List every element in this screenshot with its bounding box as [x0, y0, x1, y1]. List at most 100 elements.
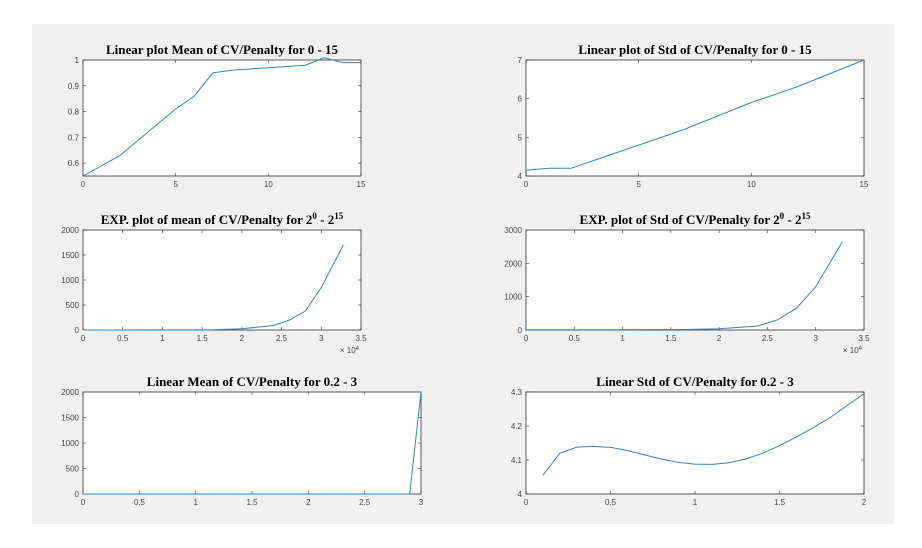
y-tick-label: 0.8 — [68, 108, 80, 117]
axes-box — [525, 229, 865, 331]
subplot-1: Linear plot Mean of CV/Penalty for 0 - 1… — [68, 42, 366, 189]
x-tick-label: 0 — [524, 180, 529, 189]
x-axis-multiplier: × 104 — [340, 346, 360, 355]
y-tick-label: 5 — [518, 133, 523, 142]
x-tick-label: 10 — [747, 180, 756, 189]
subplot-2: Linear plot of Std of CV/Penalty for 0 -… — [518, 42, 869, 189]
axes-box — [525, 59, 865, 177]
title-exponent: 15 — [334, 211, 344, 221]
x-tick-label: 0.5 — [569, 334, 581, 343]
multiplier-exponent: 4 — [859, 346, 863, 352]
x-tick-label: 5 — [636, 180, 641, 189]
x-tick-label: 5 — [173, 180, 178, 189]
series-line — [542, 393, 865, 476]
y-tick-label: 0.7 — [68, 133, 80, 142]
x-tick-label: 2 — [240, 334, 245, 343]
series-line — [525, 59, 865, 171]
x-tick-label: 3 — [419, 498, 424, 507]
title-text: EXP. plot of Std of CV/Penalty for 2 — [580, 212, 780, 227]
x-tick-label: 1 — [160, 334, 165, 343]
y-tick-label: 500 — [66, 301, 80, 310]
plot-title: EXP. plot of mean of CV/Penalty for 20 -… — [101, 211, 344, 227]
x-tick-label: 0.5 — [134, 498, 146, 507]
x-tick-label: 0 — [524, 498, 529, 507]
x-tick-label: 2 — [717, 334, 722, 343]
axes-box — [82, 391, 422, 495]
x-tick-label: 2.5 — [276, 334, 288, 343]
x-tick-label: 1 — [193, 498, 198, 507]
title-exponent: 0 — [312, 211, 317, 221]
x-tick-label: 1 — [620, 334, 625, 343]
subplot-grid: Linear plot Mean of CV/Penalty for 0 - 1… — [61, 42, 870, 507]
x-tick-label: 0 — [81, 334, 86, 343]
y-tick-label: 0.9 — [68, 82, 80, 91]
y-tick-label: 2000 — [504, 259, 522, 268]
y-tick-label: 0.6 — [68, 159, 80, 168]
title-exponent: 0 — [780, 211, 785, 221]
y-tick-label: 4 — [518, 172, 523, 181]
y-tick-label: 1 — [75, 56, 80, 65]
series-line — [83, 391, 422, 495]
x-tick-label: 0 — [524, 334, 529, 343]
x-tick-label: 1.5 — [246, 498, 258, 507]
x-tick-label: 3.5 — [355, 334, 367, 343]
subplot-3: EXP. plot of mean of CV/Penalty for 20 -… — [61, 211, 367, 355]
x-tick-label: 1.5 — [665, 334, 677, 343]
y-tick-label: 0 — [518, 326, 523, 335]
x-tick-label: 3 — [813, 334, 818, 343]
title-exponent: 15 — [801, 211, 811, 221]
title-text: EXP. plot of mean of CV/Penalty for 2 — [101, 212, 313, 227]
x-tick-label: 0.5 — [605, 498, 617, 507]
y-tick-label: 0 — [75, 490, 80, 499]
y-tick-label: 2000 — [61, 226, 79, 235]
series-line — [526, 241, 843, 331]
x-tick-label: 2.5 — [359, 498, 371, 507]
subplot-4: EXP. plot of Std of CV/Penalty for 20 - … — [504, 211, 870, 355]
title-text: - 2 — [317, 212, 334, 227]
series-line — [82, 57, 361, 177]
x-tick-label: 0 — [81, 180, 86, 189]
x-axis-multiplier: × 104 — [843, 346, 863, 355]
x-tick-label: 1.5 — [197, 334, 209, 343]
x-tick-label: 2 — [306, 498, 311, 507]
y-tick-label: 4 — [518, 490, 523, 499]
plot-title: Linear Mean of CV/Penalty for 0.2 - 3 — [147, 374, 358, 389]
series-line — [83, 244, 344, 331]
y-tick-label: 4.1 — [511, 456, 523, 465]
y-tick-label: 1500 — [61, 251, 79, 260]
x-tick-label: 1.5 — [774, 498, 786, 507]
plot-title: Linear Std of CV/Penalty for 0.2 - 3 — [596, 374, 794, 389]
x-tick-label: 3 — [319, 334, 324, 343]
y-tick-label: 1000 — [61, 276, 79, 285]
x-tick-label: 10 — [264, 180, 273, 189]
multiplier-base: × 10 — [843, 346, 859, 355]
y-tick-label: 0 — [75, 326, 80, 335]
x-tick-label: 15 — [860, 180, 869, 189]
x-tick-label: 3.5 — [858, 334, 870, 343]
title-text: - 2 — [784, 212, 801, 227]
y-tick-label: 500 — [66, 465, 80, 474]
x-tick-label: 1 — [693, 498, 698, 507]
multiplier-exponent: 4 — [356, 346, 360, 352]
y-tick-label: 1000 — [61, 439, 79, 448]
y-tick-label: 2000 — [61, 388, 79, 397]
x-tick-label: 0.5 — [117, 334, 129, 343]
x-tick-label: 2 — [862, 498, 867, 507]
figure: Linear plot Mean of CV/Penalty for 0 - 1… — [32, 24, 894, 524]
x-tick-label: 0 — [81, 498, 86, 507]
y-tick-label: 4.2 — [511, 422, 523, 431]
plot-title: EXP. plot of Std of CV/Penalty for 20 - … — [580, 211, 811, 227]
subplot-5: Linear Mean of CV/Penalty for 0.2 - 3 0 0.… — [61, 374, 424, 507]
plot-title: Linear plot of Std of CV/Penalty for 0 -… — [578, 42, 812, 57]
plot-title: Linear plot Mean of CV/Penalty for 0 - 1… — [106, 42, 339, 57]
x-tick-label: 15 — [357, 180, 366, 189]
subplot-6: Linear Std of CV/Penalty for 0.2 - 3 0 0.5… — [511, 374, 867, 507]
y-tick-label: 3000 — [504, 226, 522, 235]
multiplier-base: × 10 — [340, 346, 356, 355]
y-tick-label: 6 — [518, 95, 523, 104]
axes-box — [82, 59, 362, 177]
y-tick-label: 4.3 — [511, 388, 523, 397]
x-tick-label: 2.5 — [762, 334, 774, 343]
axes-box — [525, 391, 865, 495]
axes-box — [82, 229, 362, 331]
